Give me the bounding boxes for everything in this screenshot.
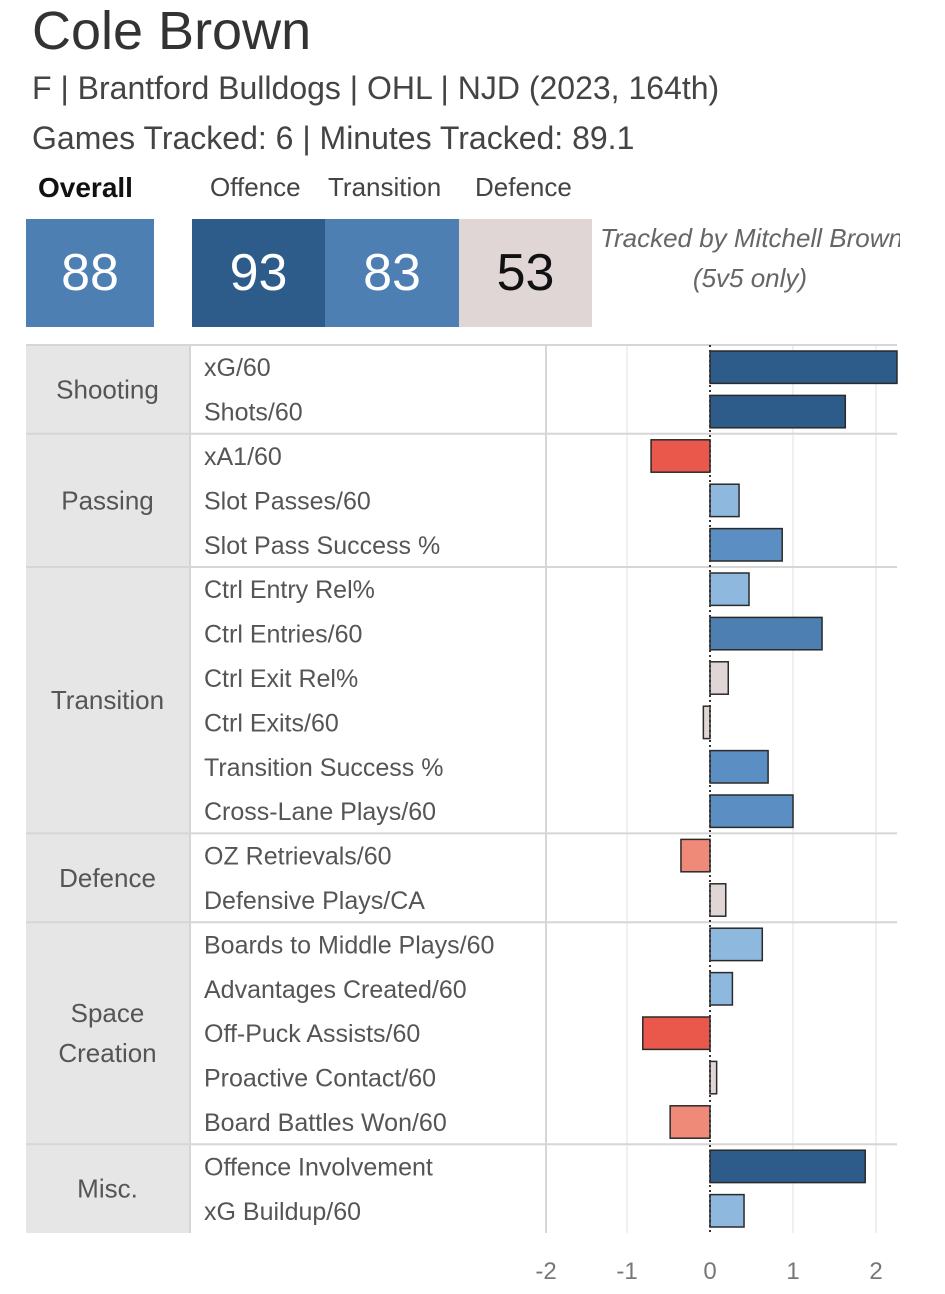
category-cell [26,567,189,834]
category-label: Misc. [77,1174,138,1204]
x-tick-label: -2 [535,1258,556,1285]
metric-label: Ctrl Exit Rel% [204,665,358,693]
category-label: Passing [61,485,154,515]
defence-rating: 53 [459,219,592,327]
metric-label: Proactive Contact/60 [204,1065,436,1093]
tracker-credit: Tracked by Mitchell Brown (5v5 only) [600,218,900,298]
player-subtitle: F | Brantford Bulldogs | OHL | NJD (2023… [32,70,720,106]
metric-bar [709,749,769,784]
x-tick-label: 0 [703,1258,716,1285]
metric-label: Transition Success % [204,754,443,782]
metric-bar [709,572,750,607]
metric-bar [709,1060,718,1095]
metric-bar [709,394,847,429]
metric-label: Defensive Plays/CA [204,887,425,915]
metric-label: Shots/60 [204,399,303,427]
metric-label: Boards to Middle Plays/60 [204,931,494,959]
metric-bar [709,350,898,385]
defence-label: Defence [475,172,572,202]
offence-label: Offence [210,172,301,202]
x-tick-label: 1 [786,1258,799,1285]
metric-label: Slot Pass Success % [204,532,440,560]
metric-label: xA1/60 [204,443,282,471]
tracker-credit-line1: Tracked by Mitchell Brown [600,223,900,253]
metric-bar [709,971,734,1006]
metric-label: Ctrl Exits/60 [204,709,339,737]
overall-label: Overall [38,172,133,203]
metric-bar [642,1016,711,1051]
metric-bar [709,1193,745,1228]
metric-bar [709,527,783,562]
category-cell [26,1144,189,1233]
metric-label: xG Buildup/60 [204,1198,361,1226]
category-cell [26,833,189,923]
metric-bar [709,661,730,695]
metric-label: Offence Involvement [204,1153,433,1181]
metric-label: OZ Retrievals/60 [204,843,392,871]
tracking-summary: Games Tracked: 6 | Minutes Tracked: 89.1 [32,120,635,156]
category-label: Shooting [56,374,159,404]
transition-rating: 83 [325,219,459,327]
x-tick-label: -1 [616,1258,637,1285]
metric-label: Cross-Lane Plays/60 [204,798,436,826]
overall-rating: 88 [26,219,154,327]
metric-bar [702,705,711,740]
offence-rating: 93 [192,219,325,327]
metric-label: Board Battles Won/60 [204,1109,447,1137]
metric-label: Off-Puck Assists/60 [204,1020,420,1048]
metric-label: Slot Passes/60 [204,487,371,515]
metric-label: Advantages Created/60 [204,976,467,1004]
category-label: Creation [58,1038,156,1068]
metric-label: Ctrl Entry Rel% [204,576,375,604]
metric-bar [709,483,740,518]
category-label: Defence [59,863,156,893]
category-label: Space [71,998,145,1028]
category-cell [26,433,189,567]
metric-bar [650,439,711,473]
metric-bar [709,616,823,651]
metric-bar [680,838,711,873]
category-cell [26,922,189,1145]
category-cell [26,345,189,434]
player-name: Cole Brown [32,1,312,61]
metric-label: Ctrl Entries/60 [204,621,362,649]
transition-label: Transition [328,172,442,202]
x-tick-label: 2 [869,1258,882,1285]
metric-bar [669,1105,711,1139]
metric-bar [709,1149,866,1184]
tracker-credit-line2: (5v5 only) [692,263,808,293]
category-label: Transition [51,685,164,715]
metric-bar [709,883,727,917]
metric-label: xG/60 [204,354,271,382]
metric-bar [709,927,764,962]
metric-bar [709,794,794,829]
